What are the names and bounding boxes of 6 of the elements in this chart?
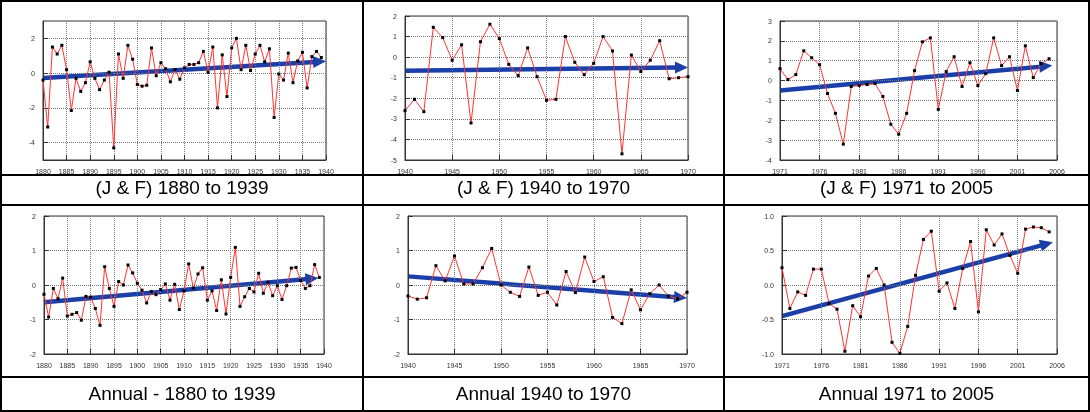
text: Annual 1971 to 2005 xyxy=(818,383,995,404)
text: (J & F) 1880 to 1939 xyxy=(95,177,269,198)
text: Annual - 1880 to 1939 xyxy=(88,383,276,404)
text: Annual 1940 to 1970 xyxy=(455,383,632,404)
text: (J & F) 1971 to 2005 xyxy=(819,177,994,198)
text: (J & F) 1940 to 1970 xyxy=(456,177,631,198)
